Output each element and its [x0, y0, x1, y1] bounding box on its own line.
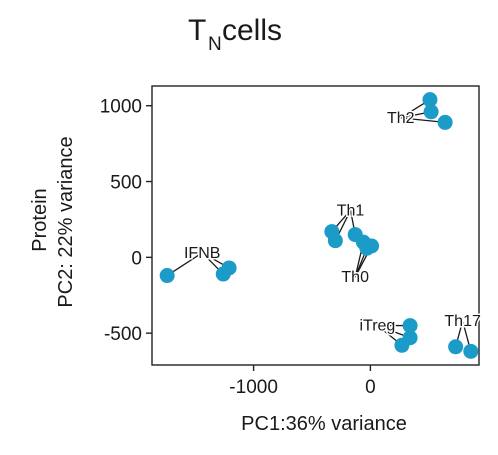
- data-point: [364, 238, 380, 254]
- group-label: iTreg: [359, 318, 395, 335]
- group-label: Th17: [444, 313, 481, 330]
- data-point: [448, 339, 464, 355]
- data-point: [402, 318, 418, 334]
- data-point: [423, 104, 439, 120]
- data-point: [221, 260, 237, 276]
- y-tick-label: 500: [110, 173, 142, 194]
- chart-title: T N cells: [188, 14, 282, 55]
- x-axis-title: PC1:36% variance: [241, 413, 407, 435]
- chart-title-suffix: cells: [222, 14, 282, 47]
- annotations: Th2 Th1 Th0 IFNB iTreg Th17: [182, 108, 482, 336]
- y-tick-label: 0: [131, 248, 142, 269]
- data-point: [327, 233, 343, 249]
- y-axis-title-line2: PC2: 22% variance: [55, 136, 77, 307]
- x-tick-label: 0: [365, 377, 376, 398]
- data-point: [422, 92, 438, 108]
- data-point: [159, 268, 175, 284]
- y-tick-label: -500: [104, 324, 142, 345]
- group-label: Th1: [337, 202, 365, 219]
- annotation-connectors: [166, 99, 472, 352]
- data-point: [394, 337, 410, 353]
- plot-frame: [151, 85, 480, 366]
- group-label: IFNB: [184, 245, 220, 262]
- data-point: [463, 343, 479, 359]
- group-label: Th0: [341, 269, 369, 286]
- y-axis-title-line1: Protein: [29, 188, 51, 251]
- data-points: [159, 92, 479, 359]
- y-axis: -500 0 500 1000: [100, 97, 152, 345]
- data-point: [437, 114, 453, 130]
- x-tick-label: -1000: [229, 377, 278, 398]
- chart-title-subscript: N: [208, 34, 222, 55]
- x-axis: -1000 0: [229, 365, 376, 398]
- chart-title-main: T: [188, 14, 206, 47]
- y-tick-label: 1000: [100, 97, 142, 118]
- group-label: Th2: [387, 110, 415, 127]
